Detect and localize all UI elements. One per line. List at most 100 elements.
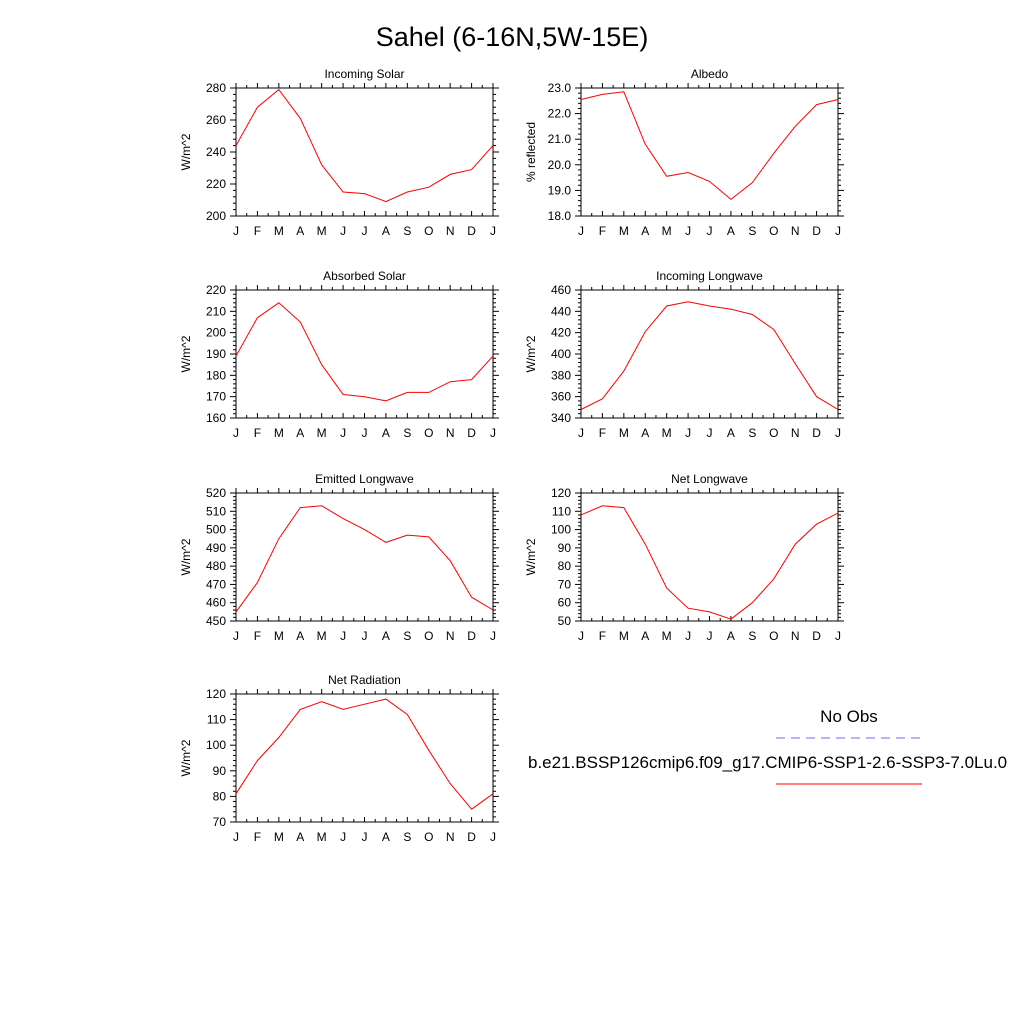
y-tick-label: 340: [551, 411, 571, 425]
plot-frame: [235, 289, 494, 419]
y-tick-label: 20.0: [548, 158, 572, 172]
y-tick-label: 21.0: [548, 132, 572, 146]
y-axis-label: W/m^2: [179, 133, 193, 170]
x-tick-label: J: [685, 629, 691, 643]
series-line: [580, 301, 839, 410]
y-tick-label: 60: [558, 596, 572, 610]
x-tick-label: S: [403, 426, 411, 440]
y-tick-label: 70: [213, 815, 227, 829]
x-tick-label: M: [619, 426, 629, 440]
x-tick-label: M: [662, 224, 672, 238]
plot-frame: [580, 289, 839, 419]
x-tick-label: M: [274, 830, 284, 844]
x-tick-label: F: [599, 426, 606, 440]
x-tick-label: A: [641, 629, 649, 643]
x-tick-label: O: [769, 426, 778, 440]
x-tick-label: O: [769, 224, 778, 238]
x-tick-label: J: [490, 426, 496, 440]
y-tick-label: 50: [558, 614, 572, 628]
legend-obs-label: No Obs: [820, 707, 878, 726]
plot-frame: [235, 693, 494, 823]
x-tick-label: F: [254, 224, 261, 238]
x-tick-label: N: [446, 426, 455, 440]
x-tick-label: A: [382, 224, 390, 238]
x-tick-label: J: [685, 224, 691, 238]
y-tick-label: 18.0: [548, 209, 572, 223]
x-tick-label: F: [254, 629, 261, 643]
x-tick-label: M: [274, 224, 284, 238]
x-tick-label: D: [467, 629, 476, 643]
x-tick-label: J: [340, 629, 346, 643]
x-tick-label: J: [707, 426, 713, 440]
x-tick-label: J: [340, 224, 346, 238]
x-tick-label: J: [340, 426, 346, 440]
y-axis-label: W/m^2: [524, 538, 538, 575]
x-tick-label: F: [599, 629, 606, 643]
x-tick-label: J: [835, 629, 841, 643]
series-line: [580, 91, 839, 201]
x-tick-label: M: [317, 224, 327, 238]
x-tick-label: O: [424, 224, 433, 238]
x-tick-label: N: [791, 629, 800, 643]
panel-title: Incoming Solar: [324, 67, 404, 81]
x-tick-label: S: [403, 224, 411, 238]
x-tick-label: N: [791, 224, 800, 238]
x-tick-label: J: [578, 426, 584, 440]
legend: No Obs b.e21.BSSP126cmip6.f09_g17.CMIP6-…: [528, 707, 1007, 785]
y-axis-label: W/m^2: [524, 335, 538, 372]
x-tick-label: N: [791, 426, 800, 440]
x-tick-label: J: [578, 629, 584, 643]
x-tick-label: A: [296, 224, 304, 238]
y-tick-label: 120: [206, 687, 226, 701]
y-tick-label: 480: [206, 559, 226, 573]
x-tick-label: S: [748, 224, 756, 238]
x-tick-label: M: [274, 629, 284, 643]
x-tick-label: N: [446, 830, 455, 844]
y-tick-label: 520: [206, 486, 226, 500]
panel-title: Incoming Longwave: [656, 269, 763, 283]
y-tick-label: 220: [206, 177, 226, 191]
x-tick-label: D: [812, 629, 821, 643]
x-tick-label: D: [467, 224, 476, 238]
y-axis-label: W/m^2: [179, 739, 193, 776]
plot-frame: [580, 87, 839, 217]
x-tick-label: J: [233, 629, 239, 643]
y-tick-label: 460: [206, 596, 226, 610]
x-tick-label: O: [424, 629, 433, 643]
x-tick-label: D: [812, 224, 821, 238]
panel-title: Net Radiation: [328, 673, 401, 687]
y-tick-label: 70: [558, 577, 572, 591]
y-tick-label: 420: [551, 326, 571, 340]
y-tick-label: 440: [551, 304, 571, 318]
panel-title: Emitted Longwave: [315, 472, 414, 486]
x-tick-label: J: [233, 224, 239, 238]
y-tick-label: 280: [206, 81, 226, 95]
x-tick-label: J: [578, 224, 584, 238]
x-tick-label: J: [362, 426, 368, 440]
y-tick-label: 90: [558, 541, 572, 555]
y-tick-label: 200: [206, 209, 226, 223]
x-tick-label: J: [835, 224, 841, 238]
x-tick-label: D: [467, 426, 476, 440]
y-tick-label: 220: [206, 283, 226, 297]
y-tick-label: 100: [206, 738, 226, 752]
y-tick-label: 80: [558, 559, 572, 573]
y-axis-label: % reflected: [524, 122, 538, 182]
y-tick-label: 180: [206, 368, 226, 382]
y-tick-label: 470: [206, 577, 226, 591]
y-tick-label: 19.0: [548, 183, 572, 197]
y-tick-label: 100: [551, 523, 571, 537]
x-tick-label: A: [641, 224, 649, 238]
y-tick-label: 510: [206, 504, 226, 518]
x-tick-label: M: [317, 830, 327, 844]
x-tick-label: M: [317, 629, 327, 643]
y-tick-label: 240: [206, 145, 226, 159]
x-tick-label: J: [835, 426, 841, 440]
x-tick-label: D: [467, 830, 476, 844]
y-tick-label: 110: [207, 713, 226, 727]
